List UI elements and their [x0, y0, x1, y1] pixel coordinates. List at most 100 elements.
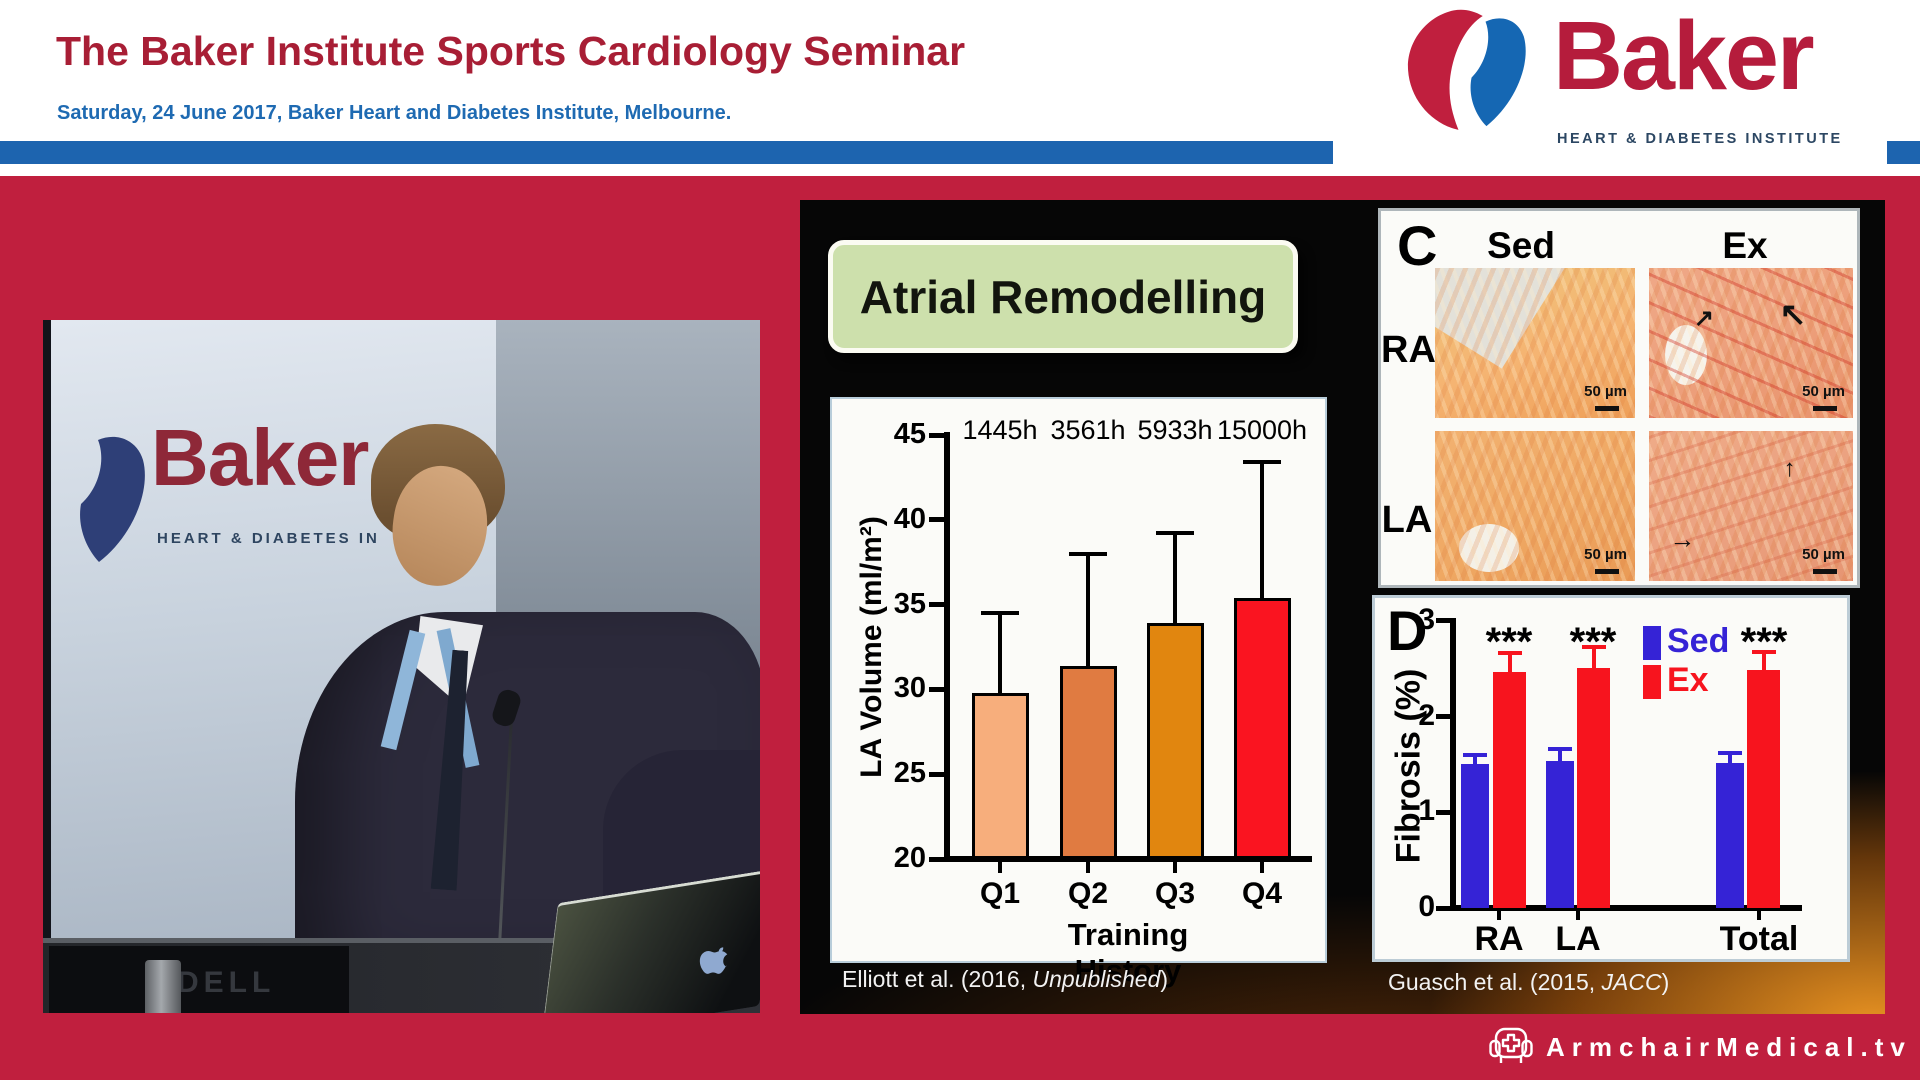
- y-tick-label-1: 1: [1418, 794, 1435, 828]
- error-bar-stem-Total-Ex: [1761, 651, 1766, 670]
- histology-image-la-ex: → ↑ 50 µm: [1649, 431, 1853, 581]
- banner-heart-icon: [80, 436, 145, 562]
- slide: Atrial Remodelling LA Volume (ml/m²) 20 25…: [800, 200, 1885, 1014]
- dell-logo: DELL: [177, 966, 276, 999]
- y-tick-mark: [929, 856, 944, 862]
- presenter-video: Baker HEART & DIABETES IN DELL: [43, 320, 760, 1013]
- legend-swatch-Ex: [1643, 665, 1661, 699]
- citation-guasch: Guasch et al. (2015, JACC): [1388, 969, 1670, 995]
- scale-label: 50 µm: [1584, 546, 1627, 563]
- legend-label-Ex: Ex: [1667, 661, 1709, 699]
- baker-logo-panel: Baker HEART & DIABETES INSTITUTE: [1333, 0, 1887, 176]
- bar-RA-Ex: [1493, 671, 1526, 908]
- error-bar-cap-LA-Sed: [1548, 747, 1572, 752]
- error-bar-stem-Q4: [1260, 462, 1264, 598]
- error-bar-cap-Q4: [1243, 460, 1281, 465]
- bar-Q4: [1233, 597, 1291, 859]
- column-header-ex: Ex: [1722, 225, 1768, 266]
- slide-title-box: Atrial Remodelling: [828, 240, 1298, 353]
- x-category-Q3: Q3: [1154, 877, 1196, 910]
- error-bar-stem-Q1: [998, 613, 1002, 693]
- x-axis-line: [1450, 905, 1802, 911]
- y-axis-label: LA Volume (ml/m²): [855, 516, 888, 778]
- hours-label-Q1: 1445h: [962, 415, 1038, 445]
- banner-tagline: HEART & DIABETES IN: [157, 530, 380, 547]
- scale-bar: [1813, 569, 1837, 574]
- header-bar: The Baker Institute Sports Cardiology Se…: [0, 0, 1920, 176]
- significance-LA: ***: [1569, 620, 1617, 664]
- scale-label: 50 µm: [1802, 383, 1845, 400]
- baker-logo-tagline: HEART & DIABETES INSTITUTE: [1557, 131, 1843, 147]
- baker-logo-wordmark: Baker: [1553, 1, 1815, 110]
- monitor-stand: [145, 960, 181, 1013]
- y-tick-mark: [929, 517, 944, 523]
- apple-logo-icon: [699, 947, 728, 974]
- error-bar-cap-Total-Ex: [1751, 649, 1776, 654]
- error-bar-cap-Q1: [981, 611, 1019, 616]
- la-volume-chart-panel: LA Volume (ml/m²) 20 25 30 35 40 45 1445h Q1 3561…: [830, 397, 1327, 988]
- scale-bar: [1595, 569, 1619, 574]
- y-tick-label-0: 0: [1418, 890, 1435, 923]
- y-tick-label-30: 30: [893, 672, 926, 705]
- baker-heart-icon: [1407, 9, 1526, 130]
- x-category-LA: LA: [1555, 920, 1601, 958]
- bar-RA-Sed: [1461, 764, 1489, 908]
- armchairmedical-text: ArmchairMedical.tv: [1546, 1031, 1912, 1062]
- x-tick-mark-RA: [1497, 911, 1501, 920]
- laptop: [540, 868, 760, 1013]
- x-tick-mark-Q2: [1086, 862, 1090, 873]
- arrow-icon: ↖: [1779, 296, 1807, 332]
- legend-swatch-Sed: [1643, 626, 1661, 660]
- error-bar-cap-RA-Ex: [1497, 651, 1522, 656]
- error-bar-stem-LA-Ex: [1591, 646, 1596, 668]
- error-bar-stem-Q3: [1173, 533, 1177, 624]
- histology-panel: C Sed Ex RA LA 50 µm ↗ ↖ 50 µm 50 µm: [1378, 208, 1860, 588]
- y-tick-mark: [929, 602, 944, 608]
- desk-edge: [43, 938, 760, 943]
- y-tick-mark: [929, 771, 944, 777]
- armchairmedical-icon: [1489, 1027, 1533, 1063]
- fibrosis-chart-panel: D Fibrosis (%) 0 1 2 3 *** RA *** LA *** Total Sed Ex: [1372, 595, 1850, 962]
- panel-c-label: C: [1397, 214, 1438, 277]
- significance-RA: ***: [1485, 620, 1533, 664]
- seminar-subtitle: Saturday, 24 June 2017, Baker Heart and …: [57, 102, 732, 124]
- error-bar-cap-RA-Sed: [1463, 752, 1487, 757]
- y-tick-mark: [1436, 618, 1450, 624]
- column-header-sed: Sed: [1487, 225, 1555, 266]
- error-bar-cap-Q2: [1069, 551, 1107, 556]
- histology-image-la-sed: 50 µm: [1435, 431, 1635, 581]
- x-tick-mark-Q1: [998, 862, 1002, 873]
- banner-wordmark: Baker: [151, 413, 369, 502]
- arrow-icon: ↗: [1693, 305, 1714, 332]
- histology-image-ra-ex: ↗ ↖ 50 µm: [1649, 268, 1853, 418]
- legend-label-Sed: Sed: [1667, 622, 1730, 660]
- x-tick-mark-Q4: [1260, 862, 1264, 873]
- header-blue-bar: [0, 141, 1333, 164]
- seminar-title: The Baker Institute Sports Cardiology Se…: [56, 28, 966, 74]
- bar-Q3: [1146, 623, 1204, 859]
- scale-label: 50 µm: [1584, 383, 1627, 400]
- histology-image-ra-sed: 50 µm: [1435, 268, 1635, 418]
- y-tick-mark: [1436, 809, 1450, 815]
- citation-elliott: Elliott et al. (2016, Unpublished): [842, 966, 1169, 992]
- row-label-ra: RA: [1381, 329, 1436, 371]
- y-tick-label-25: 25: [893, 757, 926, 790]
- x-category-RA: RA: [1474, 920, 1524, 958]
- y-tick-label-3: 3: [1418, 602, 1435, 636]
- hours-label-Q4: 15000h: [1216, 415, 1308, 445]
- bar-LA-Sed: [1546, 760, 1574, 908]
- y-tick-label-45: 45: [893, 418, 926, 450]
- y-tick-label-35: 35: [893, 587, 926, 620]
- error-bar-cap-Total-Sed: [1718, 750, 1742, 755]
- monitor-back: DELL: [49, 946, 349, 1013]
- error-bar-cap-LA-Ex: [1581, 644, 1606, 649]
- panel-d-label: D: [1387, 599, 1428, 662]
- row-label-la: LA: [1381, 499, 1433, 541]
- y-axis-line: [1450, 617, 1456, 911]
- x-tick-mark-Total: [1757, 911, 1761, 920]
- y-tick-mark: [1436, 714, 1450, 720]
- error-bar-stem-Total-Sed: [1728, 752, 1732, 763]
- hours-label-Q3: 5933h: [1137, 415, 1213, 445]
- error-bar-cap-Q3: [1156, 531, 1194, 536]
